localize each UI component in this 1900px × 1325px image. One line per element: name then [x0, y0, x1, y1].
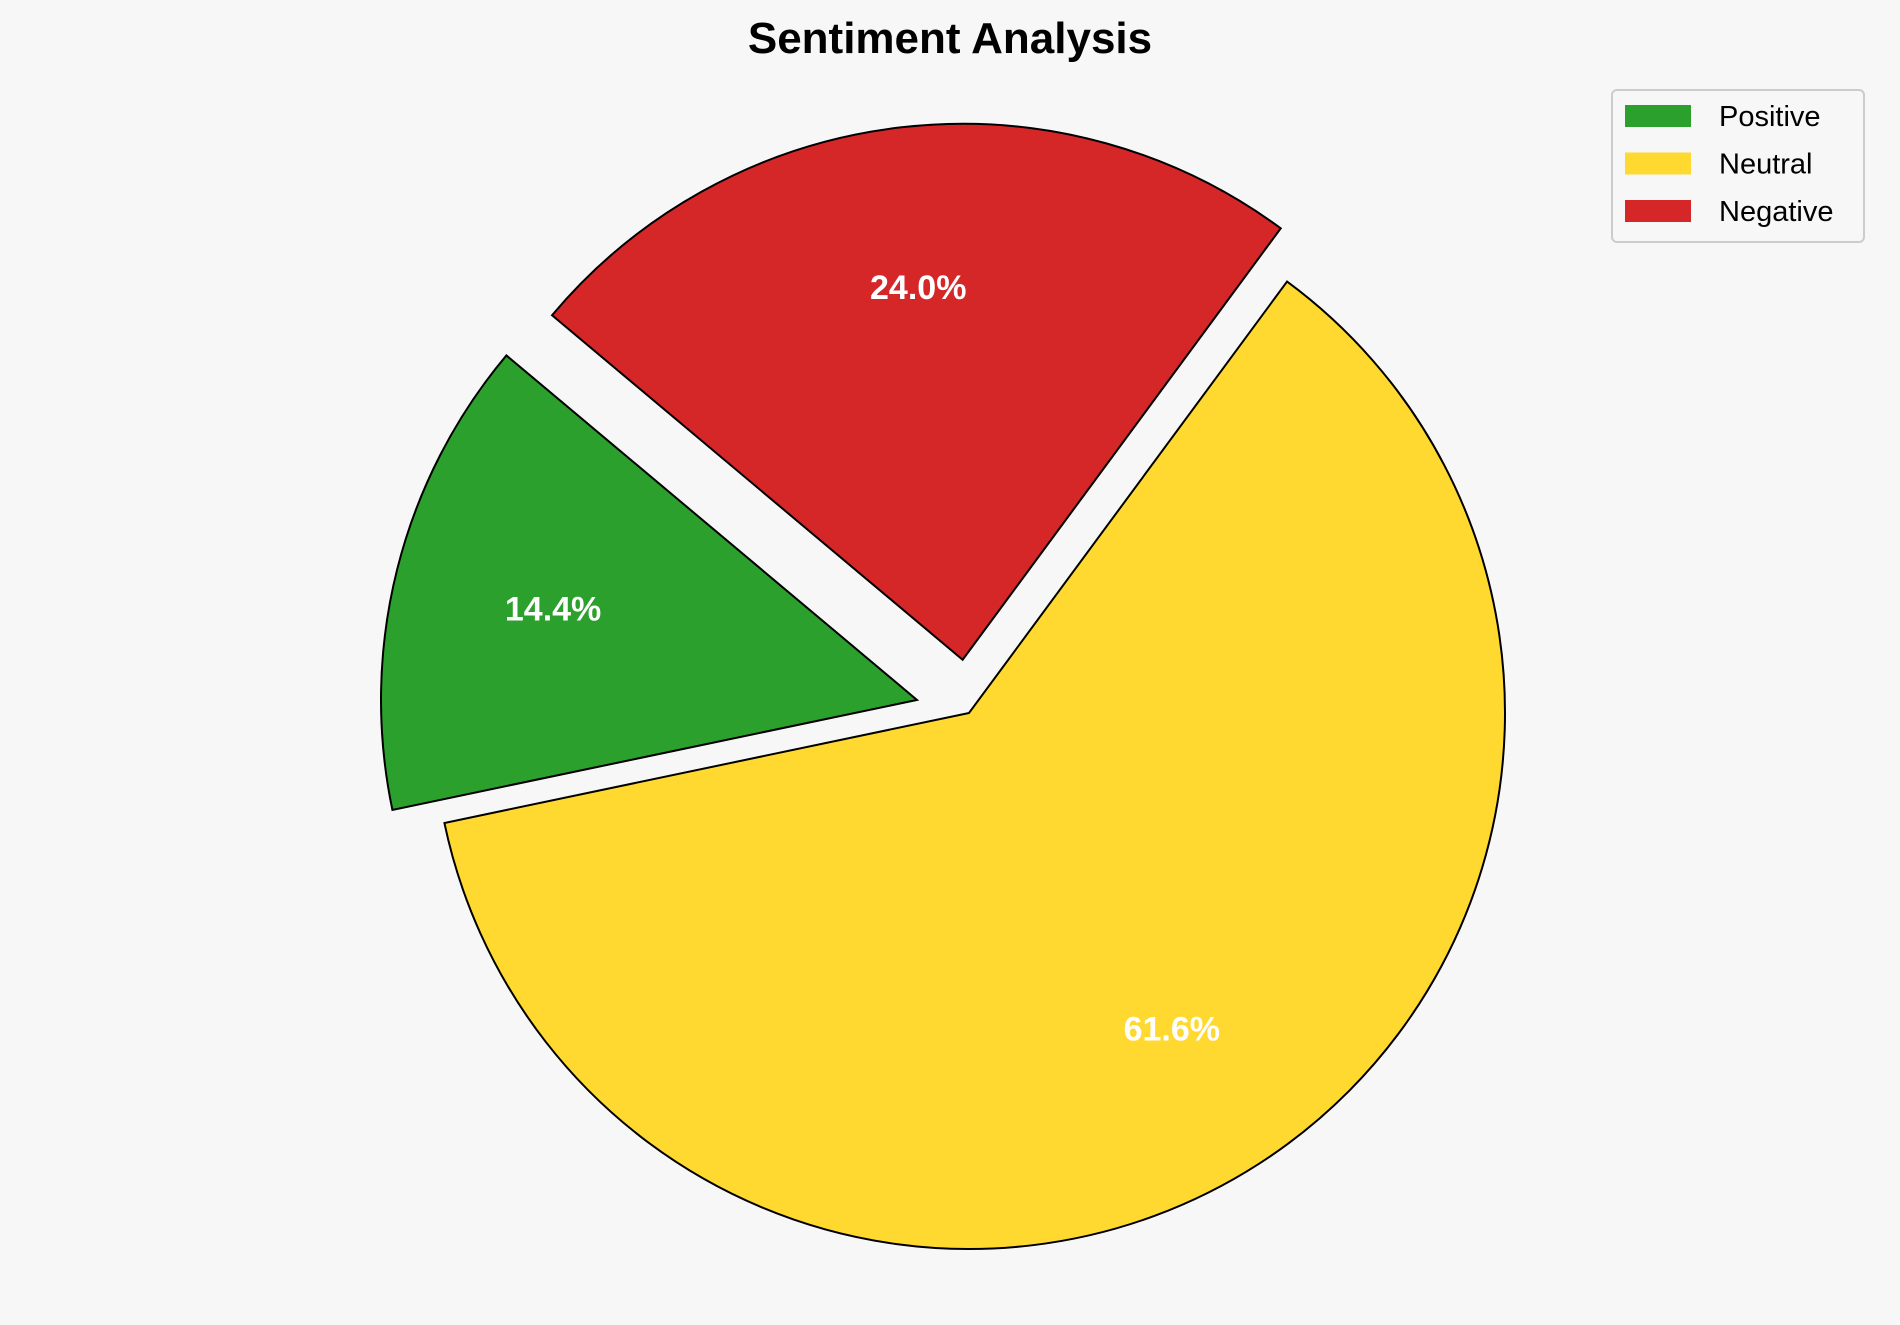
pct-label-negative: 24.0%: [870, 269, 966, 307]
legend-swatch: [1625, 152, 1691, 175]
legend-item-negative: Negative: [1625, 196, 1833, 228]
wedge-neutral: [443, 280, 1506, 1251]
wedge-negative: [550, 122, 1283, 662]
legend-item-neutral: Neutral: [1625, 149, 1813, 181]
pct-label-neutral: 61.6%: [1124, 1011, 1220, 1049]
legend-label: Positive: [1719, 101, 1821, 133]
legend-label: Negative: [1719, 196, 1833, 228]
wedges: [380, 122, 1506, 1251]
wedge-positive: [380, 354, 920, 812]
chart-title: Sentiment Analysis: [748, 14, 1152, 63]
legend-item-positive: Positive: [1625, 101, 1821, 133]
legend-swatch: [1625, 105, 1691, 127]
pct-label-positive: 14.4%: [505, 591, 601, 629]
legend-swatch: [1625, 200, 1691, 222]
percent-labels: 14.4% 61.6% 24.0%: [505, 269, 1220, 1048]
legend: Positive Neutral Negative: [1611, 89, 1865, 243]
legend-label: Neutral: [1719, 149, 1813, 181]
